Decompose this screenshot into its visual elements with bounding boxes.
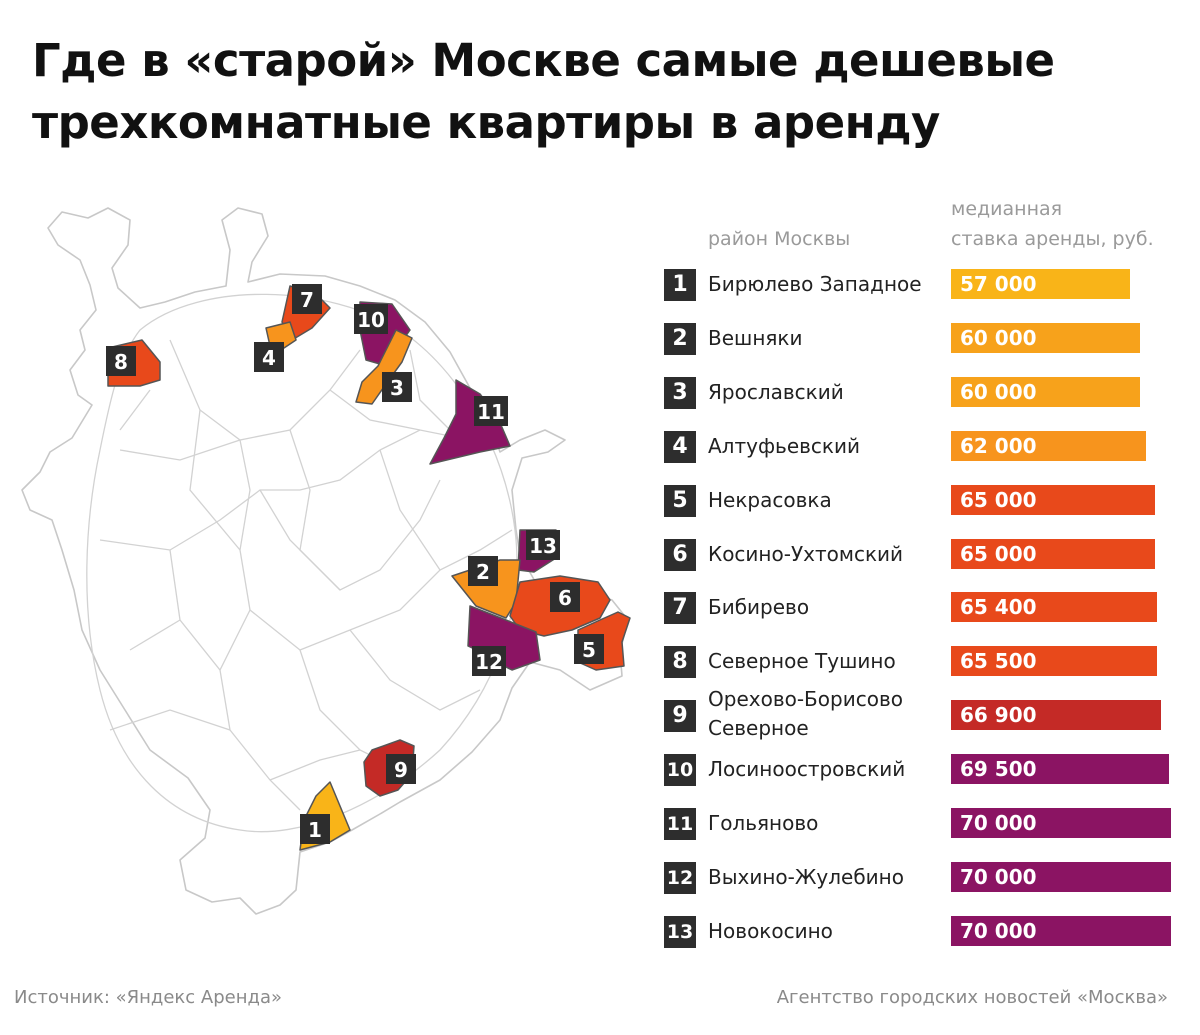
rank-badge: 7	[664, 592, 696, 624]
district-name: Северное	[708, 716, 809, 740]
map-label-13: 13	[526, 530, 560, 560]
rent-value-label: 65 000	[960, 488, 1037, 512]
rent-value-label: 66 900	[960, 703, 1037, 727]
map-label-4: 4	[254, 342, 284, 372]
district-name: Вешняки	[708, 326, 803, 350]
district-name: Бирюлево Западное	[708, 272, 922, 296]
rent-bar	[951, 592, 1157, 622]
district-name: Орехово-Борисово	[708, 687, 903, 711]
svg-text:7: 7	[300, 288, 314, 312]
rent-value-label: 62 000	[960, 434, 1037, 458]
district-name: Ярославский	[708, 380, 844, 404]
rank-badge: 10	[664, 754, 696, 786]
rent-value-label: 69 500	[960, 757, 1037, 781]
rent-bar	[951, 377, 1140, 407]
svg-text:9: 9	[394, 758, 408, 782]
rent-bar	[951, 916, 1171, 946]
district-name: Северное Тушино	[708, 649, 896, 673]
map-label-7: 7	[292, 284, 322, 314]
rank-badge: 4	[664, 431, 696, 463]
svg-text:13: 13	[529, 534, 557, 558]
district-column-header: район Москвы	[708, 228, 851, 250]
map-label-8: 8	[106, 346, 136, 376]
rent-bar	[951, 646, 1157, 676]
map-label-2: 2	[468, 556, 498, 586]
svg-text:8: 8	[114, 350, 128, 374]
agency-credit: Агентство городских новостей «Москва»	[776, 987, 1168, 1008]
rank-badge: 1	[664, 269, 696, 301]
svg-text:12: 12	[475, 650, 503, 674]
svg-text:5: 5	[582, 638, 596, 662]
rank-badge: 3	[664, 377, 696, 409]
rank-badge: 6	[664, 539, 696, 571]
svg-text:2: 2	[476, 560, 490, 584]
rent-bar	[951, 485, 1155, 515]
district-name: Косино-Ухтомский	[708, 542, 904, 566]
rent-value-label: 60 000	[960, 326, 1037, 350]
rent-bar	[951, 431, 1146, 461]
rent-value-label: 70 000	[960, 865, 1037, 889]
svg-text:3: 3	[390, 376, 404, 400]
title-line-2: трехкомнатные квартиры в аренду	[32, 96, 940, 149]
rent-value-label: 70 000	[960, 811, 1037, 835]
rate-column-header-line2: ставка аренды, руб.	[951, 228, 1154, 250]
map-label-6: 6	[550, 582, 580, 612]
rent-value-label: 57 000	[960, 272, 1037, 296]
rank-badge: 11	[664, 808, 696, 840]
moscow-district-map: 8 7 4 10 3 11 13 2 6 5 12 9 1	[21, 207, 631, 915]
rank-badge: 9	[664, 700, 696, 732]
rent-bar	[951, 862, 1171, 892]
rank-badge: 2	[664, 323, 696, 355]
rank-badge: 13	[664, 916, 696, 948]
district-name: Гольяново	[708, 811, 819, 835]
map-label-10: 10	[354, 304, 388, 334]
rent-value-label: 65 400	[960, 595, 1037, 619]
rent-value-label: 60 000	[960, 380, 1037, 404]
district-name: Новокосино	[708, 919, 833, 943]
rent-value-label: 65 000	[960, 542, 1037, 566]
svg-text:1: 1	[308, 818, 322, 842]
map-label-3: 3	[382, 372, 412, 402]
rent-bar	[951, 539, 1155, 569]
district-name: Бибирево	[708, 595, 810, 619]
district-name: Некрасовка	[708, 488, 832, 512]
rent-bar	[951, 700, 1161, 730]
rank-badge: 8	[664, 646, 696, 678]
rate-column-header-line1: медианная	[951, 198, 1063, 220]
district-name: Лосиноостровский	[708, 757, 906, 781]
svg-text:11: 11	[477, 400, 505, 424]
map-label-9: 9	[386, 754, 416, 784]
svg-text:10: 10	[357, 308, 385, 332]
rent-value-label: 65 500	[960, 649, 1037, 673]
title-line-1: Где в «старой» Москве самые дешевые	[32, 34, 1055, 87]
district-3-yaroslavsky	[355, 329, 413, 405]
rank-badge: 5	[664, 485, 696, 517]
rent-value-label: 70 000	[960, 919, 1037, 943]
page-title: Где в «старой» Москве самые дешевые трех…	[32, 30, 1182, 154]
rank-badge: 12	[664, 862, 696, 894]
district-name: Выхино-Жулебино	[708, 865, 904, 889]
map-city-outline	[21, 207, 629, 915]
map-number-labels: 8 7 4 10 3 11 13 2 6 5 12 9 1	[106, 284, 604, 844]
map-label-1: 1	[300, 814, 330, 844]
svg-text:6: 6	[558, 586, 572, 610]
district-name: Алтуфьевский	[708, 434, 861, 458]
rent-bar	[951, 323, 1140, 353]
rent-bar	[951, 269, 1130, 299]
rent-bar	[951, 808, 1171, 838]
source-note: Источник: «Яндекс Аренда»	[14, 987, 282, 1008]
map-label-12: 12	[472, 646, 506, 676]
rent-bar	[951, 754, 1169, 784]
map-label-11: 11	[474, 396, 508, 426]
svg-text:4: 4	[262, 346, 276, 370]
map-label-5: 5	[574, 634, 604, 664]
